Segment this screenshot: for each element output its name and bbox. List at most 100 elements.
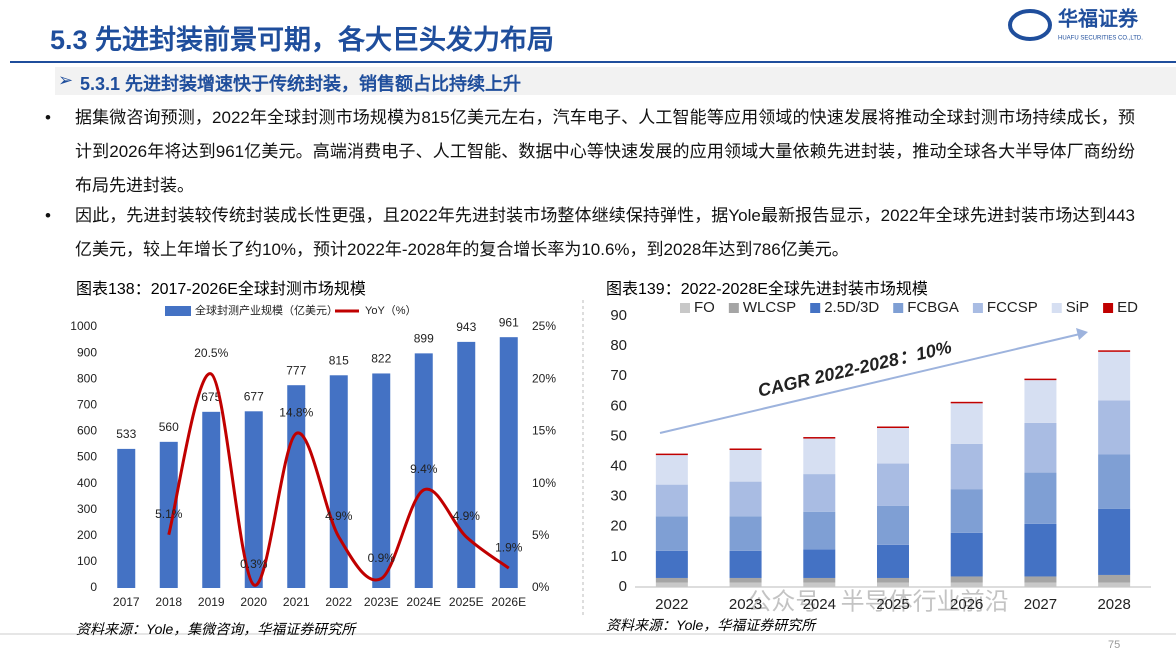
y2-tick-label: 20% xyxy=(532,371,556,385)
bar xyxy=(1024,576,1057,583)
data-label: 899 xyxy=(414,332,434,346)
source: 资料来源：Yole，集微咨询，华福证券研究所 xyxy=(76,621,356,637)
bar xyxy=(244,411,263,588)
slide-title: 5.3 先进封装前景可期，各大巨头发力布局 xyxy=(50,25,555,55)
bar xyxy=(414,353,433,588)
legend-swatch xyxy=(165,306,191,316)
bar xyxy=(950,489,983,533)
bar xyxy=(877,582,909,587)
cagr-label: CAGR 2022-2028：10% xyxy=(756,337,954,401)
data-label: 560 xyxy=(159,420,179,434)
y-tick-label: 100 xyxy=(77,554,97,568)
bar xyxy=(499,337,518,588)
x-tick-label: 2026E xyxy=(491,595,526,609)
bar xyxy=(950,532,983,577)
x-tick-label: 2025 xyxy=(876,596,909,613)
data-label: 0.3% xyxy=(240,557,268,571)
legend-label: WLCSP xyxy=(743,299,796,316)
bar xyxy=(950,582,983,587)
y2-tick-label: 25% xyxy=(532,319,556,333)
x-tick-label: 2025E xyxy=(449,595,484,609)
y2-tick-label: 10% xyxy=(532,476,556,490)
bar xyxy=(803,549,836,578)
bar xyxy=(655,516,688,551)
bar xyxy=(1098,574,1131,583)
x-tick-label: 2023E xyxy=(364,595,399,609)
x-tick-label: 2023 xyxy=(729,596,762,613)
bullet: 因此，先进封装较传统封装成长性更强，且2022年先进封装市场整体继续保持弹性，据… xyxy=(45,199,1135,267)
section-title: 5.3.1 先进封装增速快于传统封装，销售额占比持续上升 xyxy=(80,74,522,94)
x-tick-label: 2022 xyxy=(655,596,688,613)
x-tick-label: 2024 xyxy=(803,596,836,613)
x-tick-label: 2021 xyxy=(283,595,310,609)
bar xyxy=(729,481,762,517)
y-tick-label: 10 xyxy=(610,548,627,565)
legend-swatch xyxy=(680,303,690,313)
bar xyxy=(729,449,762,482)
chart-title: 图表138：2017-2026E全球封测市场规模 xyxy=(76,281,366,298)
bar xyxy=(1098,582,1131,587)
bar xyxy=(1024,582,1057,587)
legend-label: 全球封测产业规模（亿美元） xyxy=(195,303,338,317)
logo-text: 华福证券 xyxy=(1058,6,1139,30)
bar xyxy=(950,443,983,490)
data-label: 943 xyxy=(456,320,476,334)
bar xyxy=(655,582,688,587)
y-tick-label: 0 xyxy=(619,578,627,595)
section-marker: ➢ xyxy=(58,70,74,90)
data-label: 961 xyxy=(499,315,519,329)
x-tick-label: 2024E xyxy=(406,595,441,609)
legend-swatch xyxy=(1051,303,1062,313)
bar xyxy=(655,550,688,578)
y-tick-label: 80 xyxy=(610,337,627,354)
source: 资料来源：Yole，华福证券研究所 xyxy=(606,617,816,633)
cagr-arrow xyxy=(659,333,1081,434)
bar xyxy=(1024,523,1057,577)
legend-swatch xyxy=(728,303,739,313)
bar xyxy=(803,511,836,550)
y-tick-label: 70 xyxy=(610,367,627,384)
data-label: 14.8% xyxy=(279,406,313,420)
data-label: 533 xyxy=(116,427,136,441)
y-tick-label: 20 xyxy=(610,518,627,535)
bullet: 据集微咨询预测，2022年全球封测市场规模为815亿美元左右，汽车电子、人工智能… xyxy=(45,101,1135,203)
logo-subtext: HUAFU SECURITIES CO.,LTD. xyxy=(1058,36,1143,42)
y-tick-label: 600 xyxy=(77,424,97,438)
bar xyxy=(803,474,836,512)
bar xyxy=(655,455,688,485)
bar xyxy=(372,373,391,588)
y-tick-label: 500 xyxy=(77,450,97,464)
legend-swatch xyxy=(972,303,983,313)
line xyxy=(167,372,510,587)
legend-swatch xyxy=(893,303,904,313)
y2-tick-label: 0% xyxy=(532,580,550,594)
bar xyxy=(1024,378,1057,381)
x-tick-label: 2022 xyxy=(325,595,352,609)
bar xyxy=(877,428,909,464)
data-label: 675 xyxy=(201,390,221,404)
x-tick-label: 2018 xyxy=(155,595,182,609)
bar xyxy=(729,516,762,551)
bar xyxy=(729,577,762,583)
legend-swatch xyxy=(810,303,821,313)
bar xyxy=(1098,351,1131,401)
watermark: 公众号 · 半导体行业前沿 xyxy=(747,588,1008,615)
y-tick-label: 0 xyxy=(90,580,97,594)
data-label: 20.5% xyxy=(194,346,228,360)
bar xyxy=(877,463,909,506)
bar xyxy=(655,577,688,583)
bar xyxy=(950,401,983,404)
data-label: 5.1% xyxy=(155,507,183,521)
data-label: 822 xyxy=(371,352,391,366)
legend-label: FO xyxy=(694,299,715,316)
legend-label: FCBGA xyxy=(907,299,959,316)
legend-label: YoY（%） xyxy=(365,304,417,317)
y-tick-label: 1000 xyxy=(70,319,97,333)
bar xyxy=(1098,350,1131,352)
y2-tick-label: 5% xyxy=(532,528,550,542)
y-tick-label: 40 xyxy=(610,458,627,475)
data-label: 1.9% xyxy=(495,540,523,554)
bar xyxy=(1024,422,1057,473)
bar xyxy=(655,484,688,517)
